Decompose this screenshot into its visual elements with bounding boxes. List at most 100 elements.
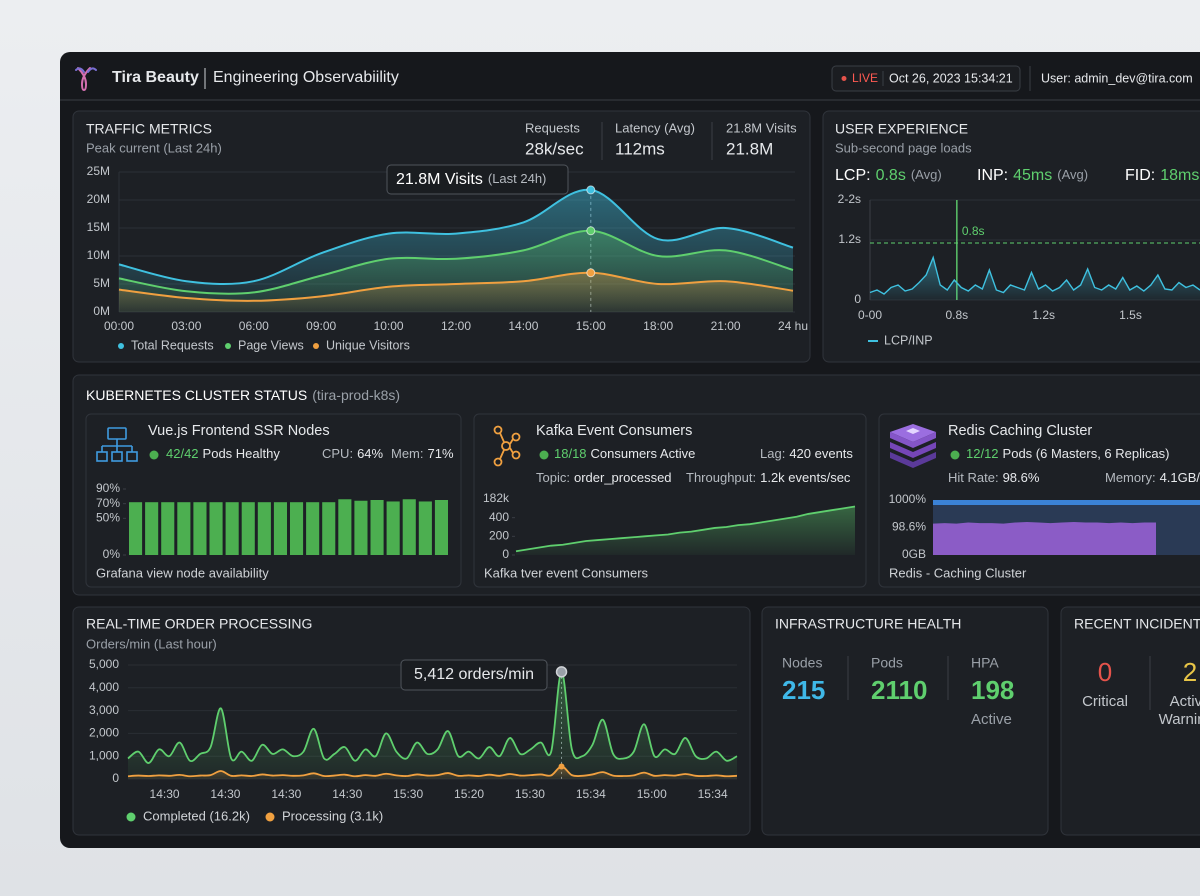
legend-dot [118, 343, 124, 349]
bar [338, 499, 352, 555]
x-tick-label: 14:30 [332, 787, 362, 801]
text-part: Lag: [760, 446, 785, 461]
panel-title: TRAFFIC METRICS [86, 121, 212, 137]
y-tick-label: 3,000 [89, 703, 119, 717]
text-part: order_processed [574, 470, 672, 485]
bar [306, 502, 320, 555]
live-label: LIVE [852, 71, 878, 85]
text-part: FID: [1125, 167, 1155, 184]
area [128, 671, 737, 779]
x-tick-label: 14:30 [210, 787, 240, 801]
line [127, 765, 738, 778]
text-part: 18ms [1160, 167, 1199, 184]
y-tick-label: 0M [93, 304, 110, 318]
x-tick-label: 15:30 [393, 787, 423, 801]
metric-label: Critical [1082, 693, 1128, 710]
redis-hit-band [933, 500, 1200, 505]
legend-label: Processing (3.1k) [282, 808, 383, 823]
bar [193, 502, 207, 555]
bar [257, 502, 271, 555]
x-tick-label: 15:34 [698, 787, 728, 801]
incidents-panel [1060, 606, 1200, 836]
bar [418, 501, 432, 555]
status-dot [950, 450, 960, 460]
legend-label: Page Views [238, 338, 304, 352]
metric-label: Pods [871, 655, 903, 671]
brand: Tira Beauty [112, 69, 199, 86]
stat-value: 21.8M [726, 139, 773, 158]
y-tick-label: 1000% [889, 492, 927, 506]
x-tick-label: 00:00 [104, 319, 134, 333]
legend-dot [313, 343, 319, 349]
text-part: INP: [977, 167, 1008, 184]
k8s-card [473, 413, 867, 588]
line [118, 188, 794, 286]
x-tick-label: 1.2s [1032, 308, 1055, 322]
bar [402, 499, 416, 555]
card-title: Redis Caching Cluster [948, 423, 1092, 439]
metric-label: HPA [971, 655, 999, 671]
metric-value: 2110 [871, 675, 927, 705]
text-part: 21.8M Visits [396, 171, 483, 188]
y-tick-label: 1,000 [89, 748, 119, 762]
x-tick-label: 15:30 [515, 787, 545, 801]
bar [209, 502, 223, 555]
x-tick-label: 15:00 [637, 787, 667, 801]
app-title: Engineering Observabiility [213, 69, 399, 86]
bar [386, 501, 400, 555]
panel-title: KUBERNETES CLUSTER STATUS (tira-prod-k8s) [86, 387, 400, 403]
y-tick-label: 2,000 [89, 726, 119, 740]
peak-dot [586, 268, 596, 278]
area [870, 257, 1200, 300]
x-tick-label: 14:30 [150, 787, 180, 801]
y-tick-label: 182k [483, 491, 510, 505]
network-icon [96, 427, 138, 462]
live-dot [841, 76, 847, 81]
y-tick-label: 0GB [902, 547, 926, 561]
x-tick-label: 15:00 [576, 319, 606, 333]
y-tick-label: 50% [96, 511, 120, 525]
y-tick-label: 1.2s [838, 232, 861, 246]
x-tick-label: 0.8s [945, 308, 968, 322]
legend-dot [126, 812, 136, 822]
text-part: 71% [428, 446, 454, 461]
panel-subtitle: Sub-second page loads [835, 140, 972, 155]
kafka-icon [493, 425, 521, 467]
panel-title: RECENT INCIDENTS [1074, 616, 1200, 632]
tooltip-text: 5,412 orders/min [414, 666, 534, 683]
y-tick-label: 10M [87, 248, 110, 262]
text-part: 45ms [1013, 167, 1052, 184]
line [118, 271, 794, 302]
text-part: Consumers Active [591, 446, 696, 461]
area [933, 522, 1156, 555]
y-tick-label: 5,000 [89, 657, 119, 671]
card-footer: Redis - Caching Cluster [889, 565, 1027, 580]
metric-note: Warnings [1159, 711, 1200, 728]
peak-dot [586, 226, 596, 236]
y-tick-label: 0% [103, 547, 121, 561]
x-tick-label: 03:00 [171, 319, 201, 333]
tooltip-text: 21.8M Visits (Last 24h) [396, 171, 546, 188]
bar [370, 500, 384, 555]
card-stat: Lag: 420 events [760, 446, 853, 461]
text-part: (Avg) [911, 167, 942, 182]
text-part: 1.2k events/sec [760, 470, 851, 485]
card-footer: Kafka tver event Consumers [484, 565, 649, 580]
stat-value: 28k/sec [525, 139, 584, 158]
x-tick-label: 09:00 [306, 319, 336, 333]
text-part: 98.6% [1003, 470, 1040, 485]
card-stat: Topic: order_processed [536, 470, 672, 485]
logo [75, 67, 97, 92]
text-part: Mem: [391, 446, 424, 461]
x-tick-label: 18:00 [643, 319, 673, 333]
card-stat: Memory: 4.1GB/ [1105, 470, 1200, 485]
panel-title: INFRASTRUCTURE HEALTH [775, 616, 961, 632]
y-tick-label: 2-2s [838, 192, 861, 206]
panel-subtitle: Peak current (Last 24h) [86, 140, 222, 155]
bar [290, 502, 304, 555]
metric-label: Active [1170, 693, 1200, 710]
y-tick-label: 4,000 [89, 680, 119, 694]
x-tick-label: 0-00 [858, 308, 882, 322]
text-part: 18/18 [554, 446, 587, 461]
